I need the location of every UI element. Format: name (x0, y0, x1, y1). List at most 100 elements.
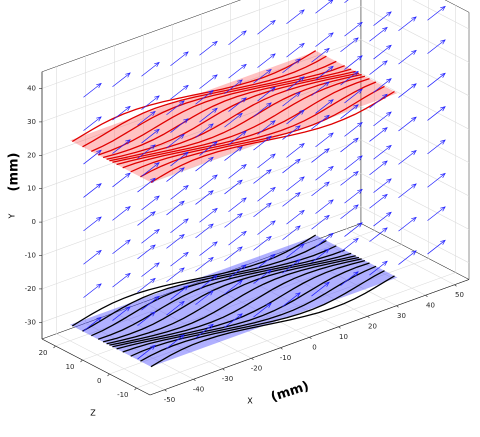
arrow-head (266, 169, 272, 175)
arrow-head (299, 209, 305, 215)
vector-arrow (199, 208, 218, 223)
vector-arrow (83, 250, 102, 265)
vector-arrow (282, 125, 301, 140)
arrow-head (212, 274, 218, 280)
vector-arrow (141, 262, 160, 277)
vector-arrow (83, 216, 102, 232)
vector-arrow (137, 144, 156, 159)
arrow-head (353, 237, 359, 243)
vector-arrow (112, 172, 131, 188)
streamline (150, 90, 395, 183)
vector-arrow (253, 202, 272, 218)
arrow-head (154, 262, 160, 268)
arrow-head (237, 213, 243, 219)
grid-line (317, 238, 426, 296)
vector-arrow (427, 106, 446, 121)
vector-arrow (228, 164, 247, 179)
vector-arrow (228, 264, 247, 279)
streamline (71, 234, 317, 327)
vector-arrow (369, 60, 388, 75)
arrow-head (411, 116, 417, 122)
vector-arrow (253, 102, 272, 117)
vector-arrow (141, 195, 160, 211)
streamline (102, 252, 352, 343)
vector-arrow (199, 241, 218, 256)
arrow-head (299, 9, 305, 15)
vector-arrow (199, 108, 218, 123)
vector-arrow (170, 218, 189, 234)
vector-arrow (257, 220, 276, 235)
streamline (122, 77, 370, 169)
tick-mark (280, 347, 283, 350)
vector-arrow (112, 72, 131, 88)
arrow-head (324, 81, 330, 87)
arrow-head (295, 258, 301, 264)
arrow-head (179, 100, 185, 106)
arrow-head (266, 302, 272, 308)
arrow-head (440, 206, 446, 212)
streamline (130, 265, 377, 357)
vector-arrow (257, 187, 276, 202)
vector-arrow (315, 32, 334, 47)
tick-mark (251, 358, 254, 360)
x-tick-label: -30 (222, 375, 233, 383)
streamline (71, 50, 317, 143)
streamline (140, 85, 385, 178)
vector-arrow (398, 16, 417, 32)
arrow-head (411, 49, 417, 55)
vector-arrow (282, 58, 301, 74)
tick-mark (80, 359, 83, 363)
tick-mark (425, 295, 428, 297)
vector-arrow (83, 183, 102, 198)
arrow-head (270, 153, 276, 159)
vector-arrow (286, 43, 305, 58)
arrow-head (179, 267, 185, 273)
arrow-head (125, 172, 131, 178)
arrow-head (96, 316, 102, 322)
arrow-head (324, 181, 330, 187)
arrow-head (270, 120, 276, 126)
arrow-head (386, 111, 392, 117)
vector-arrow (141, 95, 160, 110)
arrow-head (150, 211, 156, 217)
arrow-head (208, 256, 214, 263)
arrow-head (125, 72, 131, 78)
vector-arrow (170, 85, 189, 100)
arrow-head (295, 58, 301, 64)
arrow-head (125, 306, 131, 312)
streamline (106, 255, 356, 345)
vector-arrow (224, 79, 243, 95)
arrow-head (266, 102, 272, 108)
arrow-head (299, 143, 305, 149)
vector-arrow (340, 171, 359, 186)
arrow-head (386, 44, 392, 50)
streamline (97, 65, 345, 156)
vector-arrow (373, 145, 392, 160)
vector-arrow (170, 151, 189, 167)
arrow-head (208, 89, 214, 96)
vector-arrow (257, 254, 276, 269)
streamline (122, 262, 370, 353)
arrow-head (328, 232, 334, 238)
y-tick-label: -20 (25, 285, 36, 293)
x-tick-label: 20 (368, 322, 377, 330)
arrow-head (212, 207, 218, 214)
vector-arrow (282, 225, 301, 241)
arrow-head (266, 135, 272, 141)
arrow-head (208, 290, 214, 296)
vector-arrow (257, 20, 276, 35)
grid-line (109, 258, 429, 375)
vector-arrow (224, 246, 243, 262)
arrow-head (328, 65, 334, 71)
arrow-head (270, 220, 276, 226)
arrow-head (440, 172, 446, 179)
arrow-head (212, 241, 218, 247)
vector-arrow (199, 174, 218, 190)
vector-arrow (340, 104, 359, 119)
tick-mark (222, 368, 225, 371)
arrow-head (179, 234, 185, 240)
arrow-head (241, 97, 247, 103)
vector-arrow (228, 30, 247, 46)
arrow-head (295, 292, 301, 298)
arrow-head (382, 60, 388, 66)
